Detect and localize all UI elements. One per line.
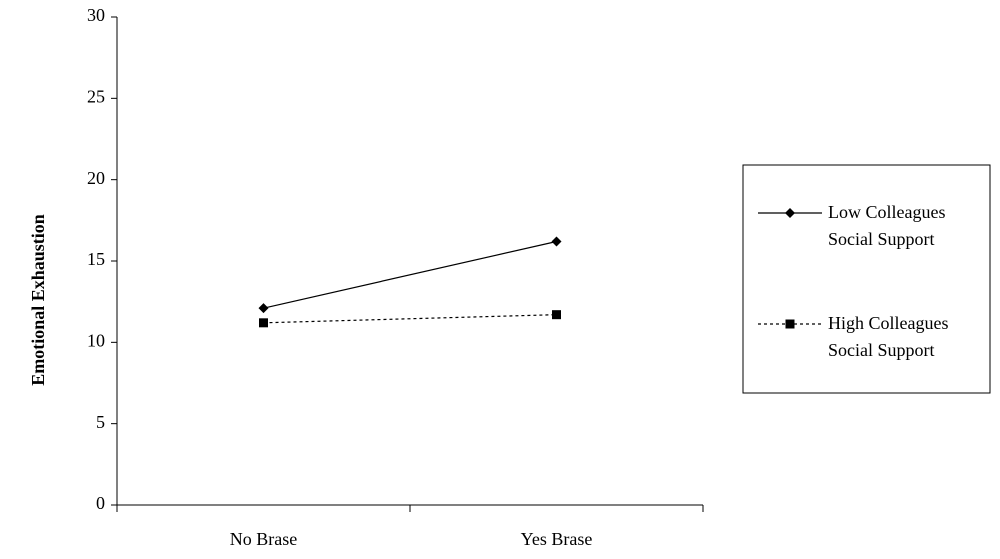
legend-marker: [785, 208, 795, 218]
y-tick-label: 25: [87, 86, 105, 106]
y-tick-label: 10: [87, 330, 105, 350]
legend-label: High Colleagues Social Support: [828, 313, 949, 360]
series-line: [263, 240, 557, 309]
y-tick-label: 30: [87, 5, 105, 25]
series-line: [263, 314, 557, 324]
x-tick-label: Yes Brase: [521, 529, 593, 549]
y-tick-label: 0: [96, 493, 105, 513]
y-tick-label: 20: [87, 168, 105, 188]
y-axis-label: Emotional Exhaustion: [28, 214, 48, 386]
legend-entry: Low Colleagues Social Support: [828, 202, 946, 249]
legend-marker: [785, 319, 795, 329]
data-point: [551, 236, 562, 247]
y-tick-label: 15: [87, 249, 105, 269]
legend-label: Low Colleagues Social Support: [828, 202, 946, 249]
data-point: [258, 303, 269, 314]
x-tick-label: No Brase: [230, 529, 297, 549]
legend-box: [742, 164, 991, 394]
legend-entry: High Colleagues Social Support: [828, 313, 949, 360]
y-tick-label: 5: [96, 412, 105, 432]
data-point: [552, 310, 561, 320]
data-point: [259, 318, 268, 328]
